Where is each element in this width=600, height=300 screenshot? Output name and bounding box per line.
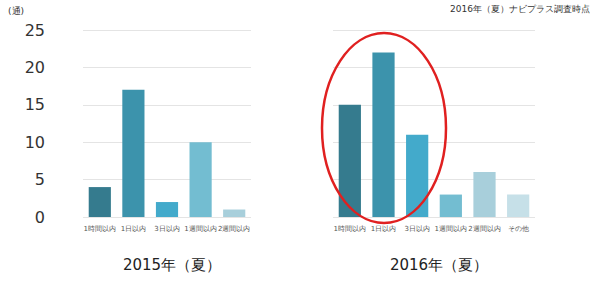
svg-text:1日以内: 1日以内: [371, 225, 396, 233]
svg-text:25: 25: [25, 21, 45, 40]
svg-text:0: 0: [35, 208, 45, 227]
svg-text:1週間以内: 1週間以内: [184, 225, 216, 233]
svg-text:(通): (通): [8, 6, 24, 16]
svg-text:2016年（夏）ナビプラス調査時点: 2016年（夏）ナビプラス調査時点: [450, 4, 590, 14]
svg-text:1週間以内: 1週間以内: [435, 225, 467, 233]
svg-text:1時間以内: 1時間以内: [84, 225, 116, 233]
svg-text:2015年（夏）: 2015年（夏）: [123, 256, 221, 274]
svg-text:5: 5: [35, 170, 45, 189]
svg-text:3日以内: 3日以内: [404, 225, 429, 233]
svg-text:2週間以内: 2週間以内: [218, 225, 250, 233]
svg-text:20: 20: [25, 58, 45, 77]
svg-text:15: 15: [25, 95, 45, 114]
svg-text:1日以内: 1日以内: [121, 225, 146, 233]
svg-text:10: 10: [25, 133, 45, 152]
svg-text:その他: その他: [508, 225, 529, 233]
svg-text:3日以内: 3日以内: [154, 225, 179, 233]
svg-text:1時間以内: 1時間以内: [334, 225, 366, 233]
svg-text:2週間以内: 2週間以内: [468, 225, 500, 233]
svg-text:2016年（夏）: 2016年（夏）: [390, 256, 488, 274]
